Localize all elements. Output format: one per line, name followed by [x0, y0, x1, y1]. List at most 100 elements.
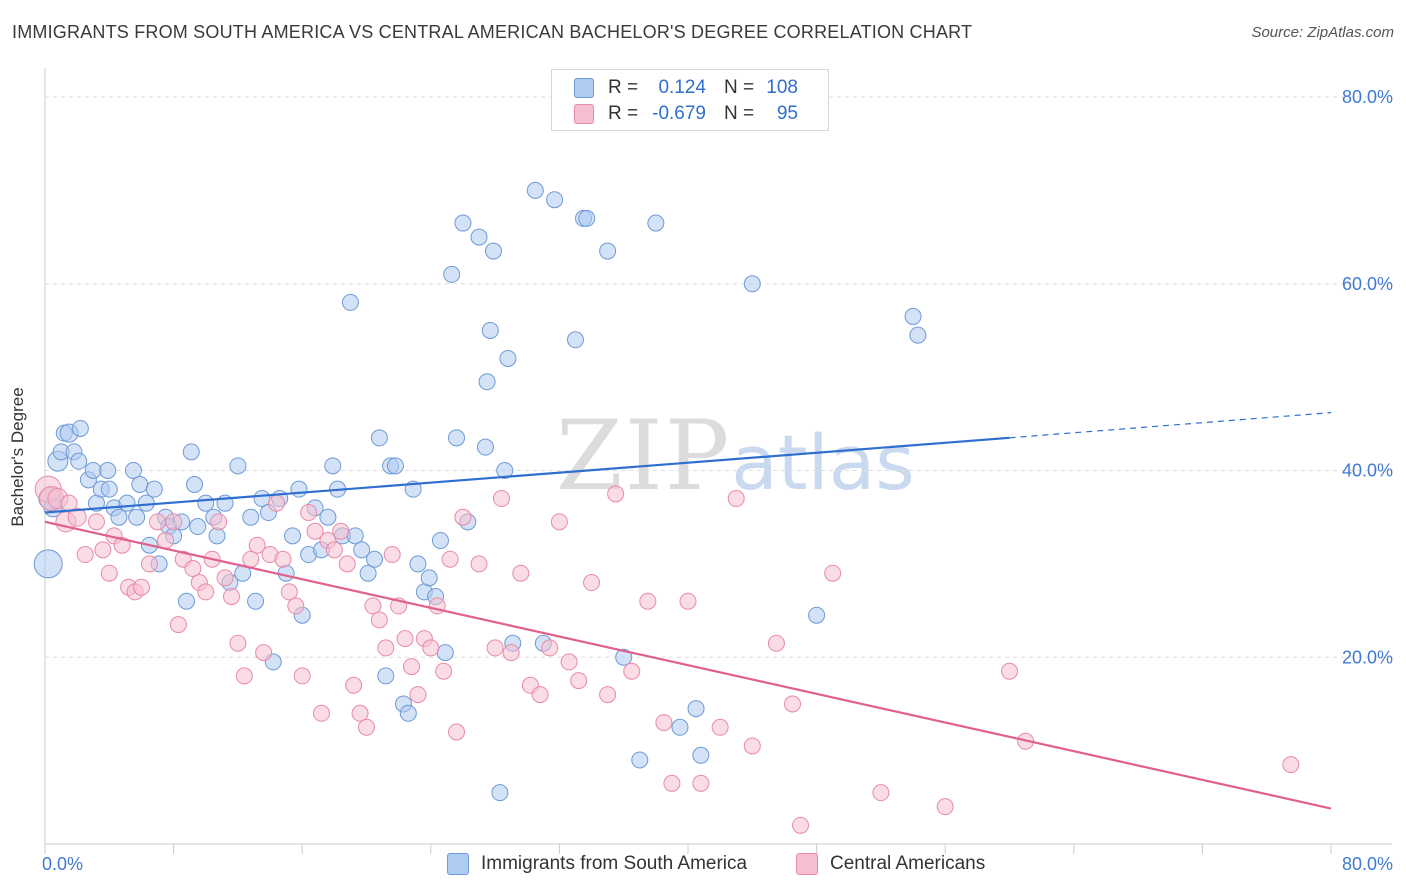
- pink-scatter-point: [157, 532, 175, 550]
- pink-scatter-point: [607, 485, 625, 503]
- pink-scatter-point: [267, 494, 285, 512]
- pink-scatter-point: [727, 490, 745, 508]
- pink-scatter-point: [184, 560, 202, 578]
- r-label: R =: [608, 77, 639, 98]
- pink-scatter-point: [470, 555, 488, 573]
- pink-scatter-point: [222, 588, 240, 606]
- blue-scatter-point: [904, 307, 922, 325]
- blue-scatter-point: [409, 555, 427, 573]
- blue-scatter-point: [631, 751, 649, 769]
- y-tick-label-80: 80.0%: [1342, 87, 1393, 107]
- pink-scatter-point: [767, 634, 785, 652]
- blue-scatter-point: [118, 494, 136, 512]
- pink-scatter-point: [94, 541, 112, 559]
- blue-scatter-point: [481, 321, 499, 339]
- pink-scatter-point: [623, 662, 641, 680]
- pink-scatter-point: [550, 513, 568, 531]
- blue-scatter-point: [242, 508, 260, 526]
- y-tick-label-20: 20.0%: [1342, 647, 1393, 667]
- blue-scatter-point: [909, 326, 927, 344]
- pink-scatter-point: [229, 634, 247, 652]
- pink-scatter-point: [396, 630, 414, 648]
- blue-scatter-point: [359, 564, 377, 582]
- blue-scatter-point: [197, 494, 215, 512]
- stats-legend-row-blue: R = 0.124 N = 108: [574, 76, 798, 100]
- pink-scatter-point: [824, 564, 842, 582]
- blue-scatter-point: [443, 265, 461, 283]
- blue-scatter-point: [290, 480, 308, 498]
- pink-scatter-point: [448, 723, 466, 741]
- blue-scatter-point: [70, 452, 88, 470]
- legend-label-south-america: Immigrants from South America: [481, 853, 748, 874]
- blue-scatter-point: [478, 373, 496, 391]
- y-tick-label-40: 40.0%: [1342, 461, 1393, 481]
- pink-scatter-point: [235, 667, 253, 685]
- pink-scatter-point: [493, 490, 511, 508]
- r-value-blue: 0.124: [658, 77, 706, 98]
- pink-scatter-point: [280, 583, 298, 601]
- blue-swatch: [574, 78, 594, 98]
- blue-scatter-point: [284, 527, 302, 545]
- pink-legend-swatch: [796, 853, 818, 875]
- blue-scatter-point: [99, 462, 117, 479]
- blue-scatter-point: [448, 429, 466, 447]
- blue-scatter-point: [110, 508, 128, 526]
- blue-scatter-point: [399, 704, 417, 722]
- blue-scatter-point: [377, 667, 395, 685]
- pink-scatter-point: [541, 639, 559, 657]
- blue-scatter-point: [484, 242, 502, 260]
- legend-item-south-america[interactable]: Immigrants from South America: [447, 851, 747, 877]
- blue-scatter-point: [476, 438, 494, 456]
- pink-scatter-point: [149, 513, 167, 531]
- n-value-blue: 108: [766, 77, 798, 98]
- pink-scatter-point: [679, 592, 697, 610]
- pink-swatch: [574, 104, 594, 124]
- pink-scatter-point: [663, 774, 681, 792]
- pink-scatter-point: [87, 513, 105, 531]
- pink-scatter-point: [312, 704, 330, 722]
- pink-scatter-point: [377, 639, 395, 657]
- pink-scatter-point: [255, 644, 273, 662]
- pink-scatter-point: [531, 686, 549, 704]
- pink-scatter-point: [325, 541, 343, 559]
- pink-scatter-point: [783, 695, 801, 713]
- blue-scatter-point: [647, 214, 665, 232]
- blue-scatter-point: [499, 349, 517, 367]
- blue-scatter-point: [128, 508, 146, 526]
- blue-scatter-point: [182, 443, 200, 461]
- pink-scatter-point: [300, 504, 318, 522]
- blue-scatter-point: [185, 476, 203, 494]
- pink-scatter-point: [293, 667, 311, 685]
- chart-title: IMMIGRANTS FROM SOUTH AMERICA VS CENTRAL…: [12, 22, 973, 42]
- legend-item-central-americans[interactable]: Central Americans: [796, 851, 985, 877]
- blue-scatter-point: [692, 746, 710, 764]
- blue-scatter-point: [33, 549, 63, 579]
- pink-scatter-point: [936, 798, 954, 816]
- blue-scatter-point: [124, 462, 142, 479]
- watermark-zip: ZIP: [556, 400, 732, 512]
- blue-scatter-point: [454, 214, 472, 232]
- pink-scatter-point: [403, 658, 421, 676]
- pink-scatter-point: [165, 513, 183, 531]
- blue-scatter-point: [491, 784, 509, 802]
- pink-scatter-point: [692, 774, 710, 792]
- blue-scatter-point: [578, 209, 596, 227]
- blue-scatter-point: [546, 191, 564, 209]
- pink-scatter-point: [210, 513, 228, 531]
- pink-scatter-point: [599, 686, 617, 704]
- blue-scatter-point: [229, 457, 247, 475]
- blue-scatter-point: [277, 564, 295, 582]
- pink-scatter-point: [67, 507, 87, 527]
- stats-legend-row-pink: R = -0.679 N = 95: [574, 102, 798, 126]
- pink-scatter-point: [512, 564, 530, 582]
- pink-scatter-point: [422, 639, 440, 657]
- blue-scatter-point: [687, 700, 705, 718]
- blue-scatter-point: [743, 275, 761, 293]
- pink-scatter-point: [711, 718, 729, 736]
- n-label: N =: [724, 77, 755, 98]
- blue-scatter-point: [566, 331, 584, 349]
- blue-scatter-point: [526, 181, 544, 199]
- blue-scatter-point: [431, 532, 449, 550]
- blue-trend-line-extension: [1009, 412, 1332, 439]
